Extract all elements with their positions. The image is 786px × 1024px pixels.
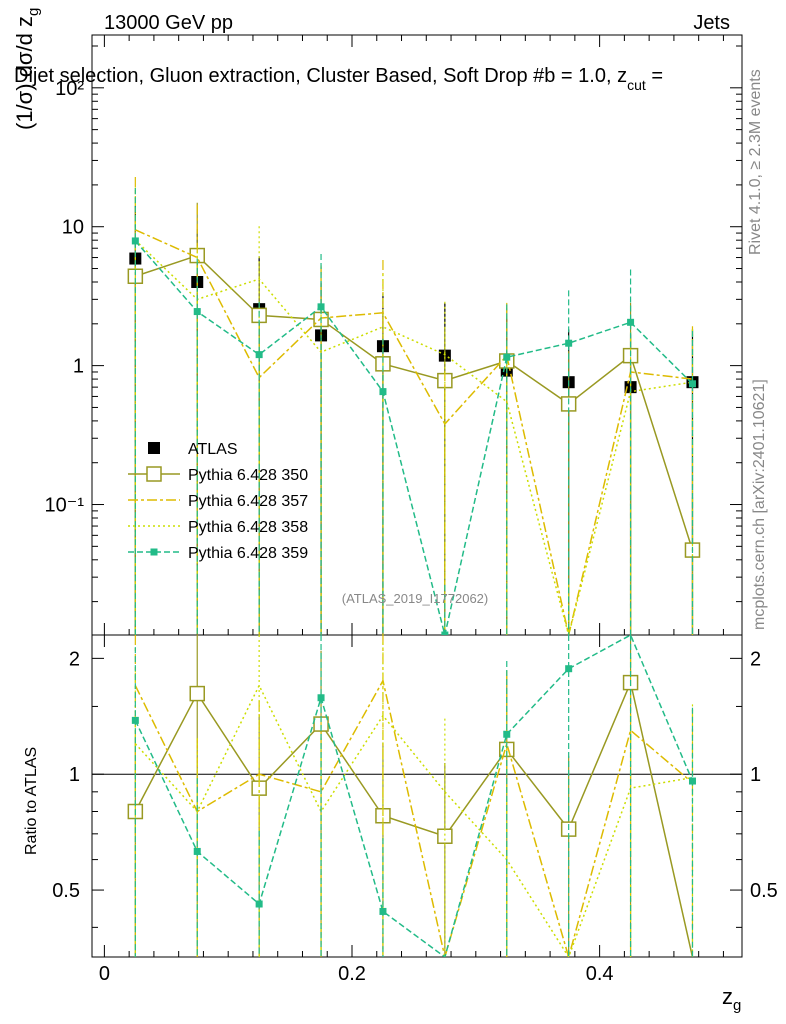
ratio-plot-area bbox=[127, 635, 696, 957]
series-4 bbox=[131, 188, 696, 635]
ratio-point bbox=[131, 716, 139, 724]
ratio-point bbox=[317, 694, 325, 702]
ratio-series-2 bbox=[134, 635, 694, 957]
series-line bbox=[135, 254, 694, 551]
ratio-tick-label-right: 2 bbox=[750, 648, 761, 670]
x-axis-label-sub: g bbox=[733, 997, 741, 1014]
ratio-tick-label-right: 0.5 bbox=[750, 880, 778, 902]
ratio-tick-label-right: 1 bbox=[750, 764, 761, 786]
series-0 bbox=[129, 205, 699, 635]
legend-label: Pythia 6.428 359 bbox=[188, 545, 308, 562]
energy-label: 13000 GeV pp bbox=[104, 12, 233, 34]
ratio-axis-label: Ratio to ATLAS bbox=[23, 747, 40, 855]
ratio-series-line bbox=[134, 680, 694, 957]
ratio-point bbox=[437, 828, 453, 844]
x-axis-label: zg bbox=[722, 984, 741, 1014]
plot-title-end: = bbox=[646, 65, 663, 87]
ratio-plot-frame bbox=[91, 634, 743, 958]
ratio-series-1 bbox=[127, 635, 694, 957]
series-layer bbox=[127, 176, 701, 957]
ratio-point bbox=[565, 665, 573, 673]
ratio-series-4 bbox=[131, 635, 696, 957]
y-tick-label: 10⁻¹ bbox=[45, 495, 85, 517]
data-point bbox=[317, 303, 325, 311]
x-axis-label-main: z bbox=[722, 984, 733, 1009]
ratio-series-line bbox=[134, 683, 693, 957]
data-point bbox=[565, 339, 573, 347]
ratio-series-line bbox=[134, 635, 694, 957]
plot-frames bbox=[91, 34, 743, 958]
data-point bbox=[441, 631, 449, 635]
ratio-point bbox=[193, 847, 201, 855]
series-2 bbox=[134, 176, 694, 635]
plot-title-main: Dijet selection, Gluon extraction, Clust… bbox=[14, 65, 627, 87]
y-tick-label: 10 bbox=[62, 217, 84, 239]
ratio-series-3 bbox=[134, 635, 694, 957]
plot-title: Dijet selection, Gluon extraction, Clust… bbox=[14, 65, 663, 93]
legend-entry-2: Pythia 6.428 357 bbox=[128, 493, 308, 510]
data-point bbox=[503, 353, 511, 361]
y-axis-label-main: (1/σ) dσ/d z bbox=[12, 16, 37, 130]
ratio-point bbox=[379, 907, 387, 915]
legend-entry-3: Pythia 6.428 358 bbox=[128, 519, 308, 536]
y-axis-label-sub: g bbox=[25, 8, 42, 16]
ratio-point bbox=[688, 777, 696, 785]
data-point bbox=[193, 308, 201, 316]
plot-title-sub: cut bbox=[627, 77, 646, 93]
ratio-series-line bbox=[134, 678, 693, 957]
legend: ATLAS Pythia 6.428 350 Pythia 6.428 357 Pyt… bbox=[128, 441, 308, 562]
analysis-watermark: (ATLAS_2019_I1772062) bbox=[342, 591, 488, 606]
data-point bbox=[131, 237, 139, 245]
ratio-tick-label-left: 2 bbox=[69, 648, 80, 670]
series-line bbox=[135, 229, 693, 635]
main-plot-area bbox=[127, 176, 701, 635]
y-tick-label: 1 bbox=[73, 356, 84, 378]
series-3 bbox=[134, 187, 694, 635]
series-line bbox=[134, 239, 693, 635]
legend-label: ATLAS bbox=[188, 441, 238, 458]
legend-entry-0: ATLAS bbox=[148, 441, 238, 458]
series-1 bbox=[127, 202, 701, 635]
ratio-point bbox=[255, 900, 263, 908]
legend-label: Pythia 6.428 350 bbox=[188, 467, 308, 484]
y-tick-label: 10² bbox=[55, 78, 84, 100]
mcplots-label: mcplots.cern.ch [arXiv:2401.10621] bbox=[751, 379, 768, 630]
legend-entry-1: Pythia 6.428 350 bbox=[128, 466, 308, 484]
x-tick-label: 0.4 bbox=[586, 963, 614, 985]
data-point bbox=[627, 318, 635, 326]
ratio-tick-label-left: 1 bbox=[69, 764, 80, 786]
legend-label: Pythia 6.428 357 bbox=[188, 493, 308, 510]
ratio-point bbox=[189, 685, 205, 702]
data-point bbox=[688, 380, 696, 388]
x-tick-label: 0 bbox=[99, 963, 110, 985]
ticks-layer: 0 0.2 0.4 10⁻¹ 1 10 10² 0.5 0.5 1 1 2 2 bbox=[45, 35, 778, 985]
legend-label: Pythia 6.428 358 bbox=[188, 519, 308, 536]
data-point bbox=[255, 351, 263, 359]
x-tick-label: 0.2 bbox=[338, 963, 366, 985]
data-point bbox=[379, 388, 387, 396]
jets-label: Jets bbox=[693, 12, 730, 34]
legend-marker bbox=[150, 548, 158, 556]
legend-marker bbox=[146, 466, 162, 482]
legend-entry-4: Pythia 6.428 359 bbox=[128, 545, 308, 562]
ratio-tick-label-left: 0.5 bbox=[52, 880, 80, 902]
y-axis-label: (1/σ) dσ/d zg bbox=[12, 8, 42, 130]
rivet-version-label: Rivet 4.1.0, ≥ 2.3M events bbox=[747, 69, 764, 255]
ratio-point bbox=[503, 730, 511, 738]
series-line bbox=[134, 240, 694, 635]
legend-marker bbox=[148, 442, 160, 454]
